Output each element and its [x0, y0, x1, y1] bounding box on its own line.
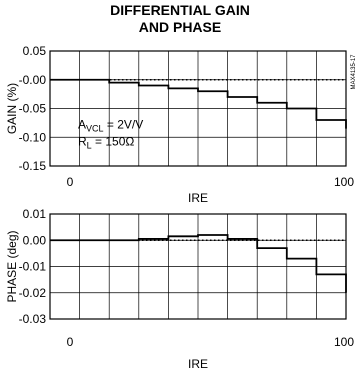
chart-title-line-2: AND PHASE	[138, 19, 222, 35]
plot-frame	[49, 213, 347, 320]
annotation-gain-value: = 2V/V	[104, 118, 144, 132]
x-tick-label: 100	[334, 175, 354, 189]
x-tick-label: 0	[67, 335, 74, 349]
annotation-gain-setting: AVCL = 2V/V	[78, 118, 143, 134]
annotation-gain-symbol: A	[78, 118, 86, 132]
annotation-load-symbol: R	[78, 135, 87, 149]
y-tick-label: -0.01	[19, 260, 47, 274]
x-axis-label: IRE	[188, 357, 208, 371]
x-tick-label: 100	[334, 335, 354, 349]
y-tick-label: -0.00	[19, 73, 47, 87]
series-line	[50, 78, 347, 129]
annotation-load-subscript: L	[87, 141, 92, 151]
y-tick-label: -0.15	[19, 159, 47, 173]
y-tick-label: -0.02	[19, 286, 47, 300]
y-axis-label: PHASE (deg)	[5, 230, 19, 302]
x-axis-label: IRE	[188, 191, 208, 205]
y-axis-label: GAIN (%)	[5, 83, 19, 134]
plot-frame	[49, 50, 347, 167]
chart-title-line-1: DIFFERENTIAL GAIN	[110, 2, 250, 18]
y-tick-label: -0.10	[19, 130, 47, 144]
y-tick-label: -0.03	[19, 312, 47, 326]
x-tick-label: 0	[67, 175, 74, 189]
chart-panel-2: 0.01 0.00 -0.01 -0.02 -0.03 0 100 IRE PHASE (deg…	[5, 207, 354, 371]
figure-code-label: MAX4135-17	[351, 54, 357, 90]
annotation-load-value: = 150Ω	[92, 135, 135, 149]
series-line	[50, 234, 347, 293]
annotation-gain-subscript: VCL	[86, 124, 104, 134]
y-tick-label: -0.05	[19, 102, 47, 116]
y-tick-label: 0.05	[23, 44, 47, 58]
y-tick-label: 0.00	[23, 233, 47, 247]
chart-panel-1: 0.05 -0.00 -0.05 -0.10 -0.15 0 100 IRE GAIN (%) A…	[5, 44, 354, 205]
annotation-load: RL = 150Ω	[78, 135, 134, 151]
y-tick-label: 0.01	[23, 207, 47, 221]
chart-title: DIFFERENTIAL GAIN AND PHASE	[0, 2, 360, 36]
